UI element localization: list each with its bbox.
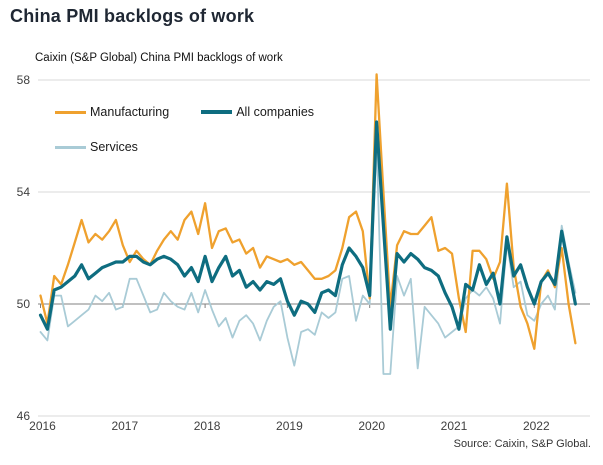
y-axis-tick-label: 46	[17, 409, 31, 423]
legend-label: All companies	[236, 105, 315, 119]
x-axis-tick-label: 2022	[523, 419, 550, 433]
manufacturing-line-swatch	[55, 110, 86, 114]
x-axis-tick-label: 2016	[29, 419, 56, 433]
series-line-all-companies	[38, 120, 578, 331]
x-axis-tick-label: 2019	[276, 419, 303, 433]
x-axis-tick-label: 2020	[358, 419, 385, 433]
source-note: Source: Caixin, S&P Global.	[453, 438, 591, 450]
legend-label: Services	[90, 140, 138, 154]
legend-item-manufacturing: Manufacturing	[55, 105, 169, 119]
chart-subtitle: Caixin (S&P Global) China PMI backlogs o…	[35, 52, 283, 64]
y-axis-tick-label: 58	[17, 73, 31, 87]
services-line-swatch	[55, 145, 86, 149]
y-axis-tick-label: 50	[17, 297, 31, 311]
x-axis-tick-label: 2021	[441, 419, 468, 433]
legend-item-all-companies: All companies	[201, 105, 314, 119]
chart-legend: Manufacturing All companies Services	[55, 105, 395, 175]
all-companies-line-swatch	[201, 110, 233, 114]
x-axis-tick-label: 2017	[111, 419, 138, 433]
series-line-services	[39, 140, 577, 375]
legend-item-services: Services	[55, 140, 138, 154]
legend-label: Manufacturing	[90, 105, 170, 119]
page-title: China PMI backlogs of work	[10, 6, 255, 26]
x-axis-tick-label: 2018	[194, 419, 221, 433]
y-axis-tick-label: 54	[17, 185, 31, 199]
series-line-manufacturing	[39, 73, 577, 350]
